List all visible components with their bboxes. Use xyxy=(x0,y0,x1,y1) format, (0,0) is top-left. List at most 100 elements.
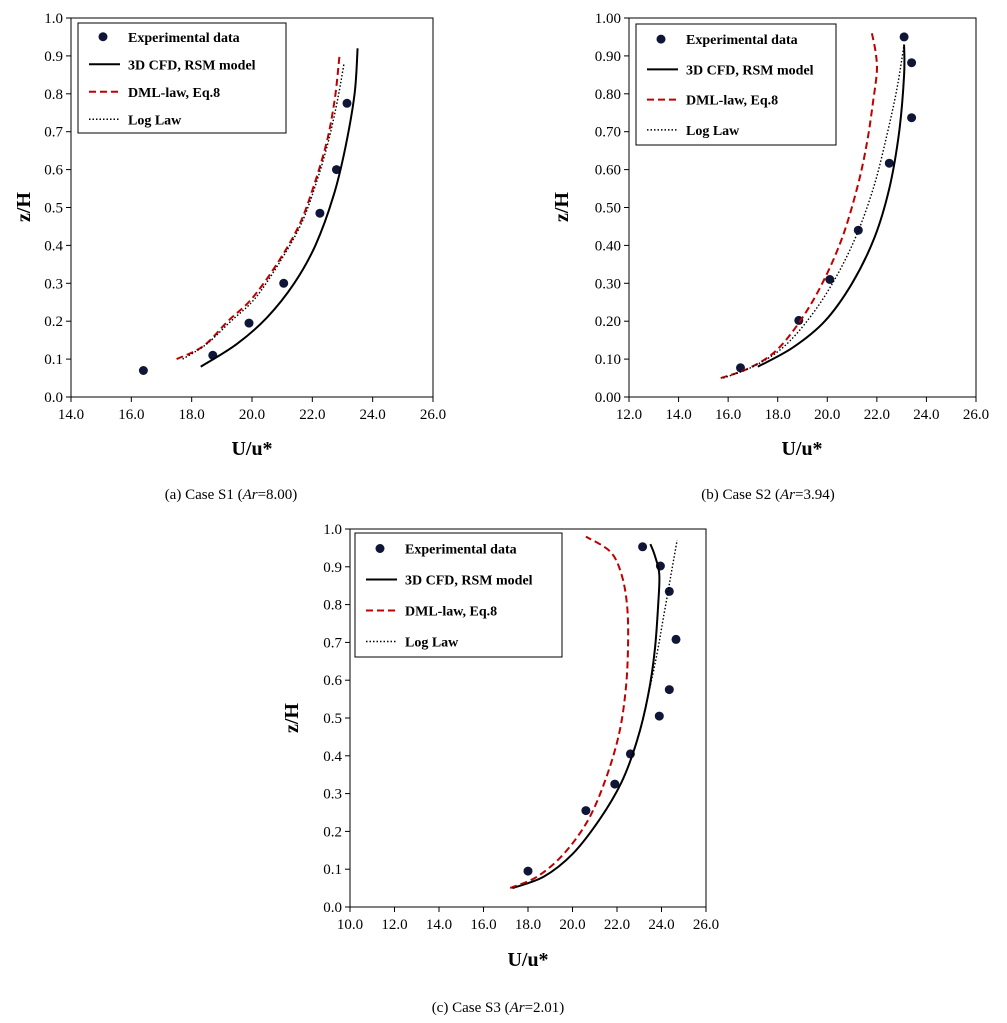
y-tick-label: 0.70 xyxy=(595,125,621,141)
experimental-data-point xyxy=(315,208,325,218)
x-tick-label: 18.0 xyxy=(765,407,791,423)
y-tick-label: 0.8 xyxy=(323,598,342,614)
x-tick-label: 16.0 xyxy=(470,917,496,933)
experimental-data-point xyxy=(671,634,681,644)
x-tick-label: 24.0 xyxy=(913,407,939,423)
y-tick-label: 1.0 xyxy=(323,522,342,538)
y-tick-label: 0.0 xyxy=(323,900,342,916)
chart-panel-3: 10.0 12.0 14.0 16.0 18.0 20.0 22.0 24.0 26.0 0.0 0… xyxy=(281,522,719,1016)
legend-label: 3D CFD, RSM model xyxy=(405,574,533,589)
y-tick-label: 0.60 xyxy=(595,163,621,179)
y-tick-label: 0.20 xyxy=(595,314,621,330)
legend-label: Log Law xyxy=(405,636,459,651)
y-tick-label: 0.80 xyxy=(595,87,621,103)
y-tick-label: 0.10 xyxy=(595,352,621,368)
log-law-line xyxy=(512,540,678,889)
dml-law-line xyxy=(720,33,878,380)
y-tick-label: 0.90 xyxy=(595,49,621,65)
y-tick-label: 0.2 xyxy=(44,314,63,330)
legend-label: DML-law, Eq.8 xyxy=(686,94,778,109)
x-tick-label: 16.0 xyxy=(715,407,741,423)
dml-law-line xyxy=(509,535,630,890)
experimental-data-point xyxy=(899,32,909,42)
y-tick-label: 0.00 xyxy=(595,390,621,406)
x-tick-label: 22.0 xyxy=(864,407,890,423)
experimental-data-point xyxy=(638,542,648,552)
x-axis-title: U/u* xyxy=(507,949,548,971)
panel-caption: (a) Case S1 (Ar=8.00) xyxy=(165,487,298,503)
x-tick-label: 24.0 xyxy=(360,407,386,423)
x-tick-label: 26.0 xyxy=(963,407,989,423)
experimental-data-point xyxy=(907,113,917,123)
x-tick-label: 20.0 xyxy=(814,407,840,423)
x-tick-label: 26.0 xyxy=(693,917,719,933)
x-tick-label: 26.0 xyxy=(420,407,446,423)
chart-panel-2: 12.0 14.0 16.0 18.0 20.0 22.0 24.0 26.0 0.00 0.10… xyxy=(551,11,989,503)
experimental-data-point xyxy=(610,779,620,789)
y-tick-label: 1.00 xyxy=(595,11,621,27)
y-tick-label: 0.9 xyxy=(44,49,63,65)
y-tick-label: 0.5 xyxy=(323,711,342,727)
legend: Experimental data 3D CFD, RSM model DML-la… xyxy=(354,532,563,658)
experimental-data-point xyxy=(825,275,835,284)
experimental-data-point xyxy=(654,711,664,721)
x-tick-label: 18.0 xyxy=(179,407,205,423)
log-law-line xyxy=(722,44,905,379)
legend-label: DML-law, Eq.8 xyxy=(128,86,220,101)
experimental-data-point xyxy=(853,225,863,235)
legend-box xyxy=(77,22,287,134)
legend-label: 3D CFD, RSM model xyxy=(686,63,814,78)
chart-panel-1: 14.0 16.0 18.0 20.0 22.0 24.0 26.0 0.0 0.1 0.2 0.3… xyxy=(13,11,446,503)
y-axis-title: z/H xyxy=(13,192,35,222)
x-tick-label: 12.0 xyxy=(381,917,407,933)
x-tick-label: 20.0 xyxy=(559,917,585,933)
experimental-data-point xyxy=(581,806,591,816)
dml-law-line xyxy=(176,55,341,361)
experimental-data-point xyxy=(884,158,894,168)
experimental-data-point xyxy=(907,58,917,68)
experimental-data-point xyxy=(523,866,533,876)
experimental-data-point xyxy=(664,685,674,695)
legend-marker xyxy=(375,544,385,553)
y-tick-label: 1.0 xyxy=(44,11,63,27)
x-axis-title: U/u* xyxy=(781,438,822,460)
y-tick-label: 0.50 xyxy=(595,201,621,217)
experimental-data-point xyxy=(279,278,289,288)
series-group xyxy=(138,48,359,375)
x-tick-label: 18.0 xyxy=(515,917,541,933)
cfd-rsm-line xyxy=(200,48,359,368)
y-tick-label: 0.6 xyxy=(44,163,63,179)
x-tick-label: 16.0 xyxy=(118,407,144,423)
legend-label: Experimental data xyxy=(405,543,517,558)
y-tick-label: 0.5 xyxy=(44,201,63,217)
experimental-data-point xyxy=(244,318,254,328)
y-tick-label: 0.1 xyxy=(323,862,342,878)
y-axis-title: z/H xyxy=(551,192,573,222)
cfd-rsm-line xyxy=(757,44,906,368)
x-tick-label: 14.0 xyxy=(426,917,452,933)
x-tick-label: 20.0 xyxy=(239,407,265,423)
legend-label: Log Law xyxy=(686,124,740,139)
legend-label: 3D CFD, RSM model xyxy=(128,58,256,73)
y-tick-label: 0.6 xyxy=(323,673,342,689)
y-tick-label: 0.3 xyxy=(44,276,63,292)
y-tick-label: 0.4 xyxy=(323,749,342,765)
y-tick-label: 0.9 xyxy=(323,560,342,576)
x-axis-title: U/u* xyxy=(231,438,272,460)
y-tick-label: 0.4 xyxy=(44,238,63,254)
y-axis-title: z/H xyxy=(281,703,303,733)
y-tick-label: 0.1 xyxy=(44,352,63,368)
experimental-data-point xyxy=(664,586,674,596)
panel-caption: (b) Case S2 (Ar=3.94) xyxy=(701,487,834,503)
legend-label: DML-law, Eq.8 xyxy=(405,605,497,620)
legend-box xyxy=(635,23,837,146)
x-tick-label: 24.0 xyxy=(648,917,674,933)
legend-marker xyxy=(656,34,666,44)
series-group xyxy=(509,535,681,890)
y-tick-label: 0.8 xyxy=(44,87,63,103)
legend-label: Log Law xyxy=(128,113,182,128)
experimental-data-point xyxy=(342,98,352,108)
legend-box xyxy=(354,532,563,658)
legend-marker xyxy=(98,32,108,42)
